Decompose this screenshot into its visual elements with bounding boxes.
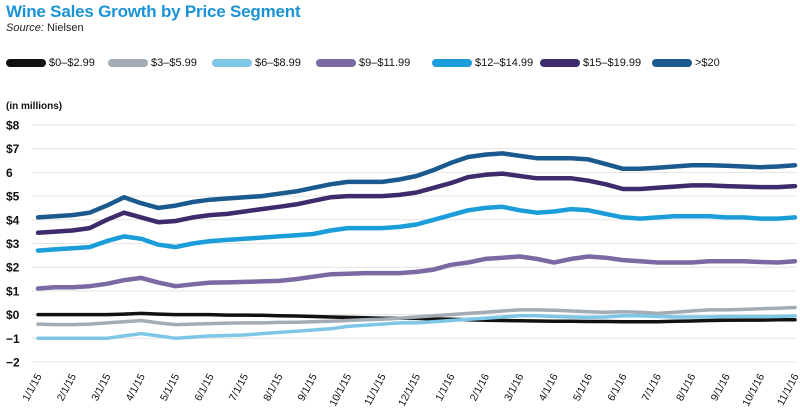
legend-label: >$20 (695, 57, 720, 69)
y-tick-label: $1 (6, 284, 20, 298)
legend-label: $3–$5.99 (151, 57, 197, 69)
x-tick-label: 4/1/15 (124, 372, 148, 404)
series-line (35, 254, 798, 291)
legend-label: $12–$14.99 (475, 57, 534, 69)
legend-item: $15–$19.99 (540, 55, 641, 71)
y-tick-label: 6 (6, 166, 13, 180)
x-tick-label: 8/1/16 (674, 372, 698, 404)
x-tick-label: 7/1/16 (640, 372, 664, 404)
legend-item: $6–$8.99 (212, 55, 301, 71)
legend-swatch (432, 59, 472, 67)
x-tick-label: 1/1/15 (20, 372, 44, 404)
chart-source: Source: Nielsen (6, 22, 84, 34)
legend-swatch (108, 59, 148, 67)
x-tick-label: 4/1/16 (536, 372, 560, 404)
x-tick-label: 5/1/16 (571, 372, 595, 404)
series-line (35, 151, 798, 220)
y-tick-label: $2 (6, 261, 20, 275)
x-tick-label: 2/1/16 (468, 372, 492, 404)
series-line (35, 171, 798, 236)
legend-swatch (540, 59, 580, 67)
x-tick-label: 12/1/15 (396, 372, 423, 409)
x-tick-label: 10/1/15 (327, 372, 354, 409)
source-name: Nielsen (46, 22, 84, 34)
x-tick-label: 3/1/16 (502, 372, 526, 404)
y-tick-label: $4 (6, 213, 20, 227)
legend-swatch (316, 59, 356, 67)
x-tick-label: 11/1/15 (362, 372, 389, 408)
x-tick-label: 11/1/16 (775, 372, 800, 408)
y-tick-label: −1 (6, 332, 20, 346)
legend-label: $9–$11.99 (359, 57, 411, 69)
x-tick-label: 3/1/15 (89, 372, 113, 404)
legend-swatch (652, 59, 692, 67)
legend-label: $6–$8.99 (255, 57, 301, 69)
legend-item: $0–$2.99 (6, 55, 95, 71)
y-tick-label: $5 (6, 190, 20, 204)
y-tick-label: $8 (6, 119, 20, 133)
series-line (36, 305, 797, 327)
chart-legend: $0–$2.99 $3–$5.99 $6–$8.99 $9–$11.99 $12–$14… (0, 55, 800, 71)
series-line (36, 314, 797, 341)
x-tick-label: 7/1/15 (227, 372, 251, 404)
x-tick-label: 10/1/16 (740, 372, 767, 409)
x-tick-label: 2/1/15 (55, 372, 79, 404)
legend-label: $15–$19.99 (583, 57, 642, 69)
x-tick-label: 9/1/16 (709, 372, 733, 404)
x-tick-label: 5/1/15 (158, 372, 182, 404)
source-label: Source: (6, 22, 44, 34)
x-tick-label: 9/1/15 (296, 372, 320, 404)
x-tick-label: 1/1/16 (433, 372, 457, 404)
legend-swatch (212, 59, 252, 67)
series-line (35, 204, 798, 253)
y-tick-label: $0 (6, 308, 20, 322)
legend-item: $9–$11.99 (316, 55, 410, 71)
legend-item: $12–$14.99 (432, 55, 533, 71)
legend-item: $3–$5.99 (108, 55, 197, 71)
chart-title: Wine Sales Growth by Price Segment (6, 2, 301, 21)
y-axis-unit-label: (in millions) (6, 101, 63, 112)
legend-item: >$20 (652, 55, 720, 71)
x-tick-label: 6/1/16 (605, 372, 629, 404)
legend-swatch (6, 59, 46, 67)
y-tick-label: $7 (6, 142, 20, 156)
x-tick-label: 8/1/15 (261, 372, 285, 404)
x-tick-label: 6/1/15 (192, 372, 216, 404)
y-tick-label: −2 (6, 356, 20, 370)
y-tick-label: $3 (6, 237, 20, 251)
legend-label: $0–$2.99 (49, 57, 95, 69)
